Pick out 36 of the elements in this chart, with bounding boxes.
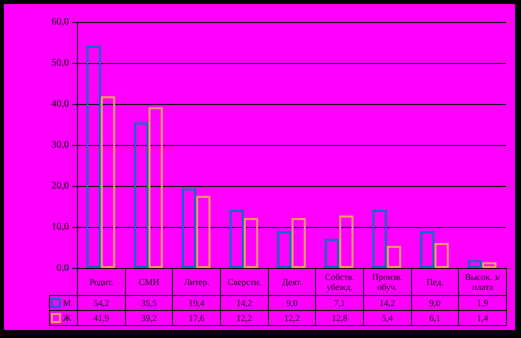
data-label: 39,2 — [125, 310, 173, 326]
x-tick-label: Деят. — [268, 268, 316, 296]
y-tick-label: 40,0 — [52, 98, 69, 110]
y-tick-label: 50,0 — [52, 58, 69, 68]
data-label: 12,8 — [316, 310, 364, 326]
y-tick-label: 30,0 — [52, 140, 69, 150]
data-label: 7,1 — [316, 296, 364, 310]
y-tick-label: 60,0 — [52, 16, 69, 28]
data-label: 14,2 — [363, 296, 412, 310]
data-label: 5,4 — [363, 310, 412, 326]
x-tick-label: Литер. — [172, 268, 220, 296]
data-label: 54,2 — [78, 296, 126, 310]
data-label: 12,2 — [220, 310, 268, 326]
data-label: 12,2 — [268, 310, 316, 326]
x-tick-label: Сверстн. — [220, 268, 268, 296]
y-tick-label: 10,0 — [52, 222, 69, 232]
y-tick-label: 20,0 — [52, 180, 69, 192]
x-tick-label: Собств. убежд. — [316, 268, 364, 296]
data-label: 17,6 — [172, 310, 220, 326]
data-label: 41,9 — [78, 310, 126, 326]
legend-label: М — [50, 296, 78, 310]
data-label: 14,2 — [220, 296, 268, 310]
x-tick-label: Родит. — [78, 268, 126, 296]
data-label: 6,1 — [411, 310, 459, 326]
data-label: 1,4 — [458, 310, 506, 326]
data-label: 19,4 — [172, 296, 220, 310]
legend-label: Ж — [50, 310, 78, 326]
y-tick-label: 0,0 — [56, 262, 69, 274]
x-tick-label: Пед. — [411, 268, 459, 296]
x-tick-label: Высок. з/плата — [458, 268, 506, 296]
data-label: 9,0 — [411, 296, 459, 310]
data-label: 1,9 — [458, 296, 506, 310]
x-tick-label: СМИ — [125, 268, 173, 296]
data-label: 9,0 — [268, 296, 316, 310]
x-tick-label: Произв. обуч. — [363, 268, 412, 296]
data-label: 35,5 — [125, 296, 173, 310]
